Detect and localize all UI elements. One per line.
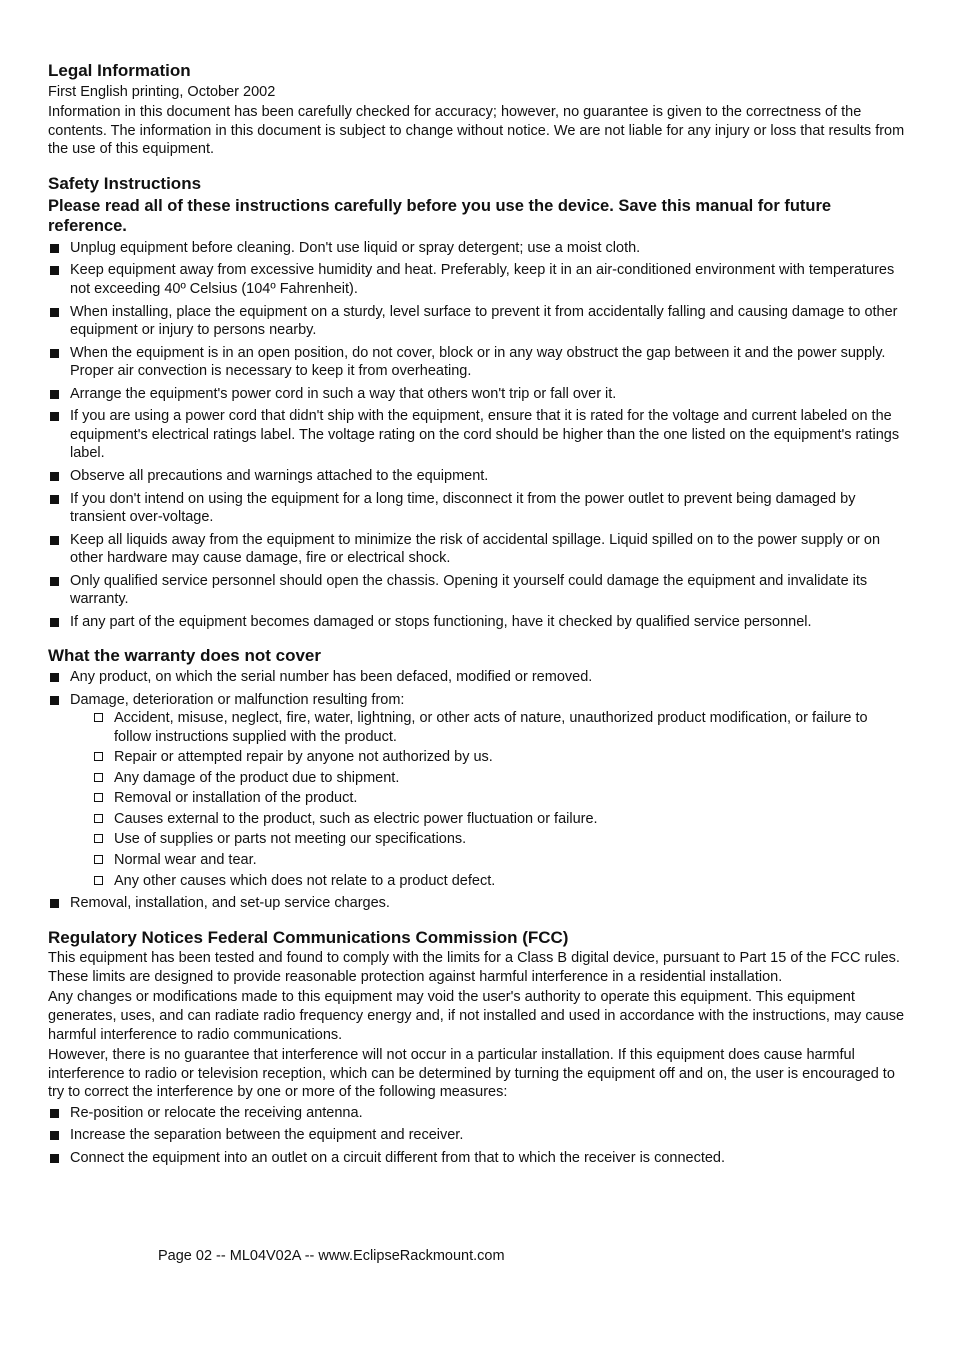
warranty-subitem: Repair or attempted repair by anyone not… xyxy=(92,748,906,767)
safety-heading: Safety Instructions xyxy=(48,173,906,195)
page-footer: Page 02 -- ML04V02A -- www.EclipseRackmo… xyxy=(48,1247,906,1266)
document-page: Legal Information First English printing… xyxy=(0,0,954,1350)
warranty-subitem: Causes external to the product, such as … xyxy=(92,810,906,829)
safety-item: Keep all liquids away from the equipment… xyxy=(48,531,906,568)
legal-body: Information in this document has been ca… xyxy=(48,103,906,159)
safety-item: If you don't intend on using the equipme… xyxy=(48,490,906,527)
warranty-subitem: Accident, misuse, neglect, ﬁre, water, l… xyxy=(92,709,906,746)
safety-item: Keep equipment away from excessive humid… xyxy=(48,261,906,298)
regulatory-list: Re-position or relocate the receiving an… xyxy=(48,1104,906,1168)
regulatory-heading: Regulatory Notices Federal Communication… xyxy=(48,927,906,949)
warranty-section: What the warranty does not cover Any pro… xyxy=(48,645,906,912)
safety-item: Observe all precautions and warnings att… xyxy=(48,467,906,486)
warranty-heading: What the warranty does not cover xyxy=(48,645,906,667)
warranty-item: Removal, installation, and set-up servic… xyxy=(48,894,906,913)
warranty-subitem: Removal or installation of the product. xyxy=(92,789,906,808)
warranty-item: Damage, deterioration or malfunction res… xyxy=(48,691,906,890)
warranty-list: Any product, on which the serial number … xyxy=(48,668,906,913)
safety-item: Only qualiﬁed service personnel should o… xyxy=(48,572,906,609)
safety-section: Safety Instructions Please read all of t… xyxy=(48,173,906,631)
regulatory-p3: However, there is no guarantee that inte… xyxy=(48,1046,906,1102)
legal-subtitle: First English printing, October 2002 xyxy=(48,83,906,102)
warranty-subitem: Any other causes which does not relate t… xyxy=(92,872,906,891)
warranty-subitem: Any damage of the product due to shipmen… xyxy=(92,769,906,788)
warranty-sublist: Accident, misuse, neglect, ﬁre, water, l… xyxy=(92,709,906,890)
regulatory-p2: Any changes or modiﬁcations made to this… xyxy=(48,988,906,1044)
warranty-subitem: Use of supplies or parts not meeting our… xyxy=(92,830,906,849)
regulatory-item: Re-position or relocate the receiving an… xyxy=(48,1104,906,1123)
safety-item: If you are using a power cord that didn'… xyxy=(48,407,906,463)
safety-list: Unplug equipment before cleaning. Don't … xyxy=(48,239,906,631)
safety-item: Unplug equipment before cleaning. Don't … xyxy=(48,239,906,258)
safety-item: Arrange the equipment's power cord in su… xyxy=(48,385,906,404)
safety-item: If any part of the equipment becomes dam… xyxy=(48,613,906,632)
legal-section: Legal Information First English printing… xyxy=(48,60,906,159)
regulatory-item: Connect the equipment into an outlet on … xyxy=(48,1149,906,1168)
warranty-item: Any product, on which the serial number … xyxy=(48,668,906,687)
regulatory-item: Increase the separation between the equi… xyxy=(48,1126,906,1145)
warranty-subitem: Normal wear and tear. xyxy=(92,851,906,870)
safety-item: When installing, place the equipment on … xyxy=(48,303,906,340)
safety-item: When the equipment is in an open positio… xyxy=(48,344,906,381)
regulatory-section: Regulatory Notices Federal Communication… xyxy=(48,927,906,1168)
regulatory-p1: This equipment has been tested and found… xyxy=(48,949,906,986)
legal-heading: Legal Information xyxy=(48,60,906,82)
safety-subheading: Please read all of these instructions ca… xyxy=(48,196,906,237)
